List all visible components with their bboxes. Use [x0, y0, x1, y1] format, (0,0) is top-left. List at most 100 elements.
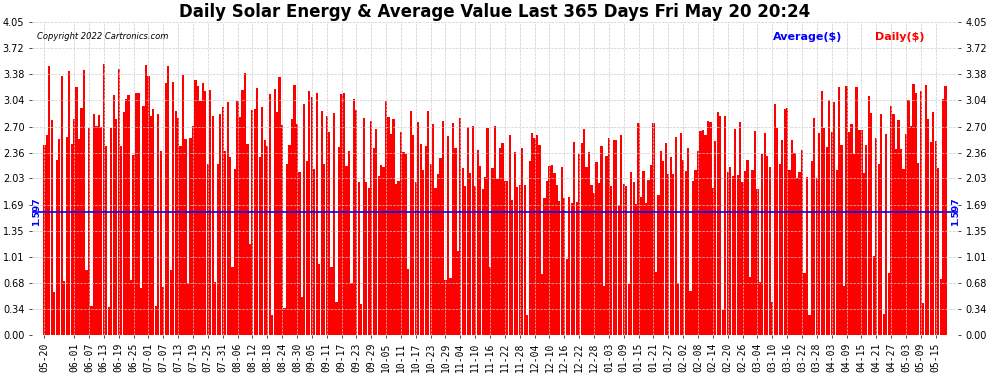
Bar: [189, 138, 192, 335]
Bar: [100, 127, 103, 335]
Bar: [603, 286, 605, 335]
Bar: [719, 116, 722, 335]
Bar: [588, 152, 590, 335]
Bar: [882, 314, 885, 335]
Bar: [182, 75, 184, 335]
Bar: [773, 105, 776, 335]
Bar: [306, 161, 308, 335]
Bar: [350, 283, 352, 335]
Bar: [511, 200, 514, 335]
Bar: [496, 179, 499, 335]
Bar: [209, 90, 212, 335]
Bar: [852, 154, 855, 335]
Bar: [435, 189, 437, 335]
Bar: [548, 166, 550, 335]
Bar: [811, 161, 813, 335]
Bar: [138, 93, 140, 335]
Bar: [872, 256, 875, 335]
Bar: [570, 203, 573, 335]
Bar: [917, 163, 920, 335]
Bar: [405, 154, 407, 335]
Bar: [266, 146, 268, 335]
Bar: [53, 292, 55, 335]
Bar: [638, 123, 640, 335]
Bar: [247, 144, 248, 335]
Bar: [248, 244, 251, 335]
Bar: [897, 120, 900, 335]
Bar: [644, 203, 647, 335]
Bar: [628, 284, 630, 335]
Bar: [143, 106, 145, 335]
Bar: [575, 202, 578, 335]
Bar: [746, 160, 748, 335]
Bar: [288, 145, 291, 335]
Bar: [850, 124, 852, 335]
Bar: [105, 146, 108, 335]
Bar: [519, 185, 521, 335]
Bar: [169, 270, 172, 335]
Bar: [732, 176, 734, 335]
Bar: [103, 64, 105, 335]
Bar: [778, 164, 781, 335]
Bar: [664, 143, 667, 335]
Bar: [293, 86, 296, 335]
Bar: [157, 114, 159, 335]
Bar: [461, 168, 464, 335]
Bar: [357, 182, 360, 335]
Bar: [499, 148, 501, 335]
Bar: [845, 86, 847, 335]
Bar: [620, 135, 623, 335]
Bar: [818, 133, 821, 335]
Bar: [828, 100, 831, 335]
Bar: [90, 306, 93, 335]
Bar: [625, 186, 628, 335]
Bar: [316, 93, 318, 335]
Bar: [674, 137, 677, 335]
Bar: [933, 112, 935, 335]
Bar: [318, 264, 321, 335]
Bar: [422, 170, 425, 335]
Bar: [796, 178, 798, 335]
Bar: [192, 126, 194, 335]
Bar: [514, 152, 516, 335]
Bar: [400, 132, 402, 335]
Bar: [308, 92, 311, 335]
Bar: [942, 99, 944, 335]
Bar: [291, 120, 293, 335]
Bar: [803, 273, 806, 335]
Bar: [531, 133, 534, 335]
Bar: [360, 304, 362, 335]
Bar: [377, 176, 380, 335]
Bar: [768, 167, 771, 335]
Bar: [610, 186, 613, 335]
Bar: [501, 143, 504, 335]
Bar: [833, 102, 836, 335]
Bar: [149, 116, 152, 335]
Bar: [108, 307, 110, 335]
Bar: [110, 128, 113, 335]
Bar: [860, 130, 862, 335]
Bar: [464, 186, 466, 335]
Bar: [915, 93, 917, 335]
Bar: [618, 205, 620, 335]
Bar: [521, 148, 524, 335]
Bar: [365, 182, 367, 335]
Bar: [456, 251, 459, 335]
Bar: [944, 86, 946, 335]
Bar: [68, 71, 70, 335]
Bar: [469, 173, 471, 335]
Bar: [229, 157, 232, 335]
Bar: [808, 315, 811, 335]
Bar: [544, 198, 545, 335]
Bar: [928, 118, 930, 335]
Bar: [630, 172, 633, 335]
Bar: [613, 140, 615, 335]
Bar: [75, 87, 78, 335]
Bar: [783, 110, 786, 335]
Bar: [159, 152, 162, 335]
Bar: [734, 129, 737, 335]
Bar: [669, 157, 672, 335]
Bar: [823, 128, 826, 335]
Bar: [328, 132, 331, 335]
Bar: [877, 164, 880, 335]
